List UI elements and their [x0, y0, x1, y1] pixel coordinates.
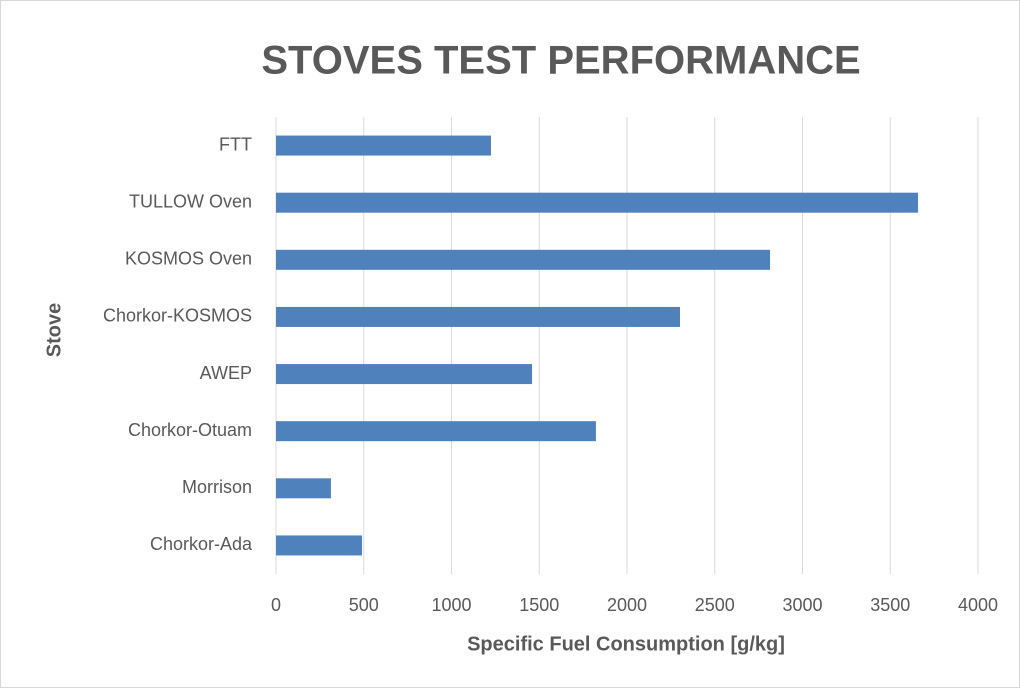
x-tick-label: 4000 — [958, 595, 998, 615]
x-tick-label: 2500 — [695, 595, 735, 615]
bar — [276, 135, 491, 156]
x-tick-label: 500 — [349, 595, 379, 615]
y-tick-label: Chorkor-Ada — [150, 534, 253, 554]
bar — [276, 364, 533, 385]
y-tick-label: Chorkor-KOSMOS — [103, 306, 252, 326]
bar — [276, 535, 362, 556]
bar — [276, 249, 771, 270]
y-axis-title: Stove — [43, 303, 65, 357]
y-tick-label: Chorkor-Otuam — [128, 420, 252, 440]
x-tick-label: 1000 — [431, 595, 471, 615]
x-tick-label: 1500 — [519, 595, 559, 615]
y-tick-label: AWEP — [200, 363, 252, 383]
bar — [276, 421, 596, 442]
bar — [276, 306, 681, 327]
y-tick-label: FTT — [219, 134, 252, 154]
chart-title: STOVES TEST PERFORMANCE — [261, 39, 860, 83]
x-axis-title: Specific Fuel Consumption [g/kg] — [467, 633, 785, 655]
bar — [276, 192, 918, 213]
x-tick-label: 0 — [271, 595, 281, 615]
bar — [276, 478, 331, 499]
x-tick-label: 3500 — [870, 595, 910, 615]
y-tick-label: Morrison — [182, 477, 252, 497]
x-tick-label: 2000 — [607, 595, 647, 615]
x-tick-label: 3000 — [782, 595, 822, 615]
y-tick-label: TULLOW Oven — [129, 191, 252, 211]
y-tick-label: KOSMOS Oven — [125, 249, 252, 269]
